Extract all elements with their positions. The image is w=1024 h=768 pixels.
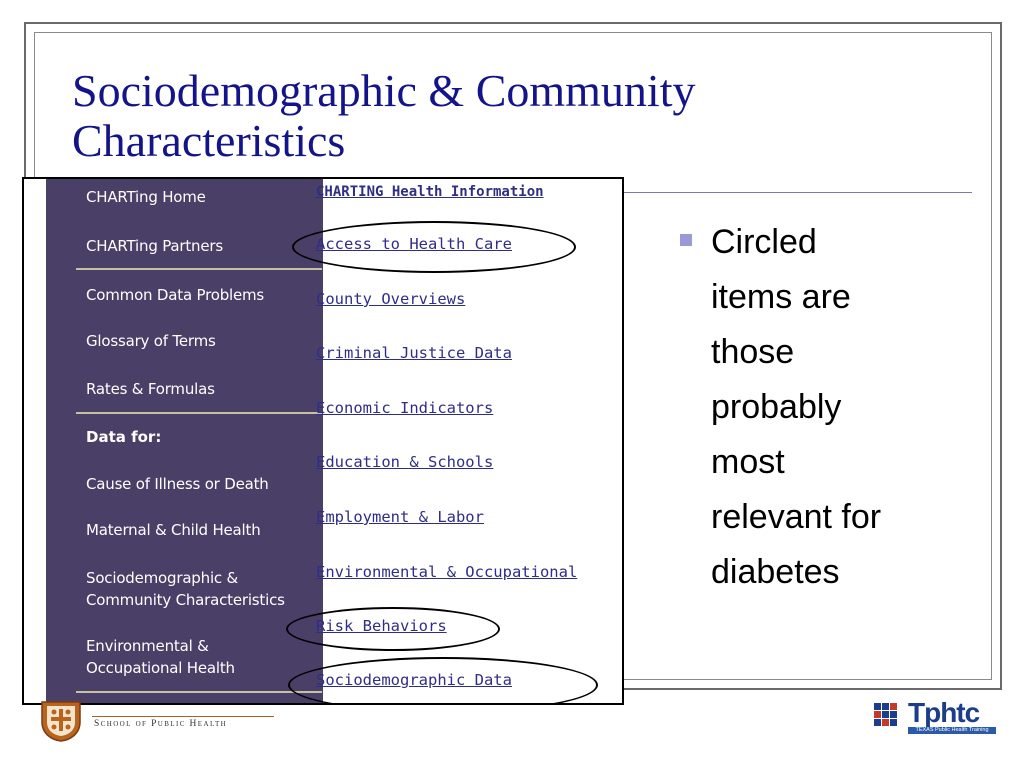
bullet-text: Circled items are those probably most re… — [711, 223, 882, 591]
sidebar-item-cause-of-illness[interactable]: Cause of Illness or Death — [86, 475, 269, 493]
sidebar-item-environmental-occupational[interactable]: Environmental & Occupational Health — [86, 637, 235, 677]
school-name: School of Public Health — [94, 719, 228, 729]
sidebar-separator — [76, 412, 322, 414]
sidebar-item-rates-formulas[interactable]: Rates & Formulas — [86, 380, 215, 398]
sidebar-item-glossary[interactable]: Glossary of Terms — [86, 332, 216, 350]
link-economic-indicators[interactable]: Economic Indicators — [316, 399, 494, 417]
sidebar-data-heading: Data for: — [86, 428, 162, 446]
link-county-overviews[interactable]: County Overviews — [316, 290, 466, 308]
title-divider — [618, 192, 972, 193]
sidebar-item-charting-partners[interactable]: CHARTing Partners — [86, 237, 223, 255]
website-screenshot: CHARTing Home CHARTing Partners Common D… — [22, 177, 624, 705]
highlight-circle-sociodemographic — [288, 657, 598, 703]
highlight-circle-risk-behaviors — [286, 607, 500, 651]
sidebar: CHARTing Home CHARTing Partners Common D… — [46, 179, 323, 703]
bullet-marker — [680, 234, 692, 246]
sidebar-separator — [76, 691, 322, 693]
footer-rule — [92, 716, 274, 717]
ut-seal-logo — [41, 701, 81, 742]
sidebar-item-common-data-problems[interactable]: Common Data Problems — [86, 286, 265, 304]
link-environmental-occupational[interactable]: Environmental & Occupational — [316, 563, 578, 581]
link-employment-labor[interactable]: Employment & Labor — [316, 508, 484, 526]
link-education-schools[interactable]: Education & Schools — [316, 453, 494, 471]
slide-title: Sociodemographic & Community Characteris… — [72, 65, 696, 166]
content-heading[interactable]: CHARTING Health Information — [316, 184, 544, 200]
sidebar-item-sociodemographic[interactable]: Sociodemographic & Community Characteris… — [86, 569, 285, 609]
highlight-circle-access — [292, 221, 576, 273]
sidebar-item-charting-home[interactable]: CHARTing Home — [86, 188, 206, 206]
tphtc-grid-icon — [874, 703, 897, 726]
sidebar-separator — [76, 268, 322, 270]
sidebar-item-maternal-child-health[interactable]: Maternal & Child Health — [86, 521, 261, 539]
tphtc-logo-text: Tphtc — [908, 697, 980, 728]
link-criminal-justice-data[interactable]: Criminal Justice Data — [316, 344, 512, 362]
tphtc-logo-subtitle: TEXAS Public Health Training Center — [908, 727, 996, 740]
